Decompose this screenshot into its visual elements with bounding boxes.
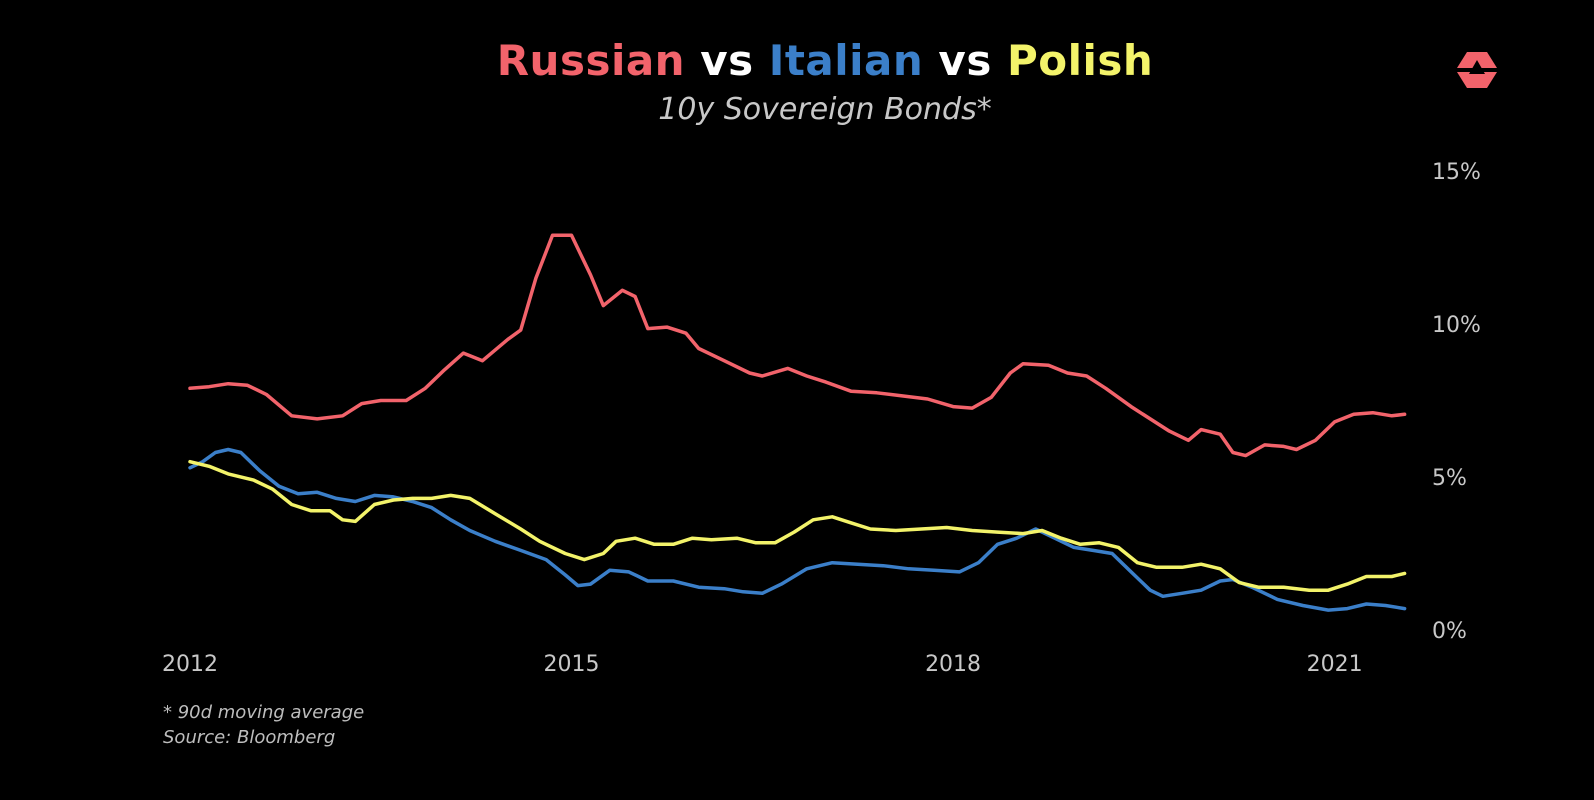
y-tick-label: 15% — [1432, 160, 1481, 185]
triangle-logo-icon — [1457, 52, 1497, 88]
title-part: Russian — [496, 36, 686, 85]
x-tick-label: 2012 — [162, 652, 218, 677]
title-part: Italian — [768, 36, 924, 85]
y-tick-label: 10% — [1432, 313, 1481, 338]
x-tick-label: 2021 — [1307, 652, 1363, 677]
title-part: vs — [685, 36, 769, 85]
chart-subtitle: 10y Sovereign Bonds* — [658, 92, 992, 127]
series-layer — [188, 233, 1407, 612]
series-line-italian — [188, 447, 1407, 612]
title-part: vs — [923, 36, 1007, 85]
y-tick-label: 5% — [1432, 466, 1467, 491]
chart-title: Russian vs Italian vs Polish — [0, 36, 1594, 85]
y-axis: 0% 5% 10% 15% — [1432, 160, 1481, 644]
series-line-russian — [188, 233, 1407, 458]
x-tick-label: 2018 — [925, 652, 981, 677]
x-axis: 2012 2015 2018 2021 — [162, 652, 1363, 677]
x-tick-label: 2015 — [544, 652, 600, 677]
series-line-polish — [188, 459, 1407, 592]
title-part: Polish — [1006, 36, 1154, 85]
source-note: Source: Bloomberg — [163, 727, 336, 748]
y-tick-label: 0% — [1432, 619, 1467, 644]
footnote: * 90d moving average — [163, 702, 365, 723]
